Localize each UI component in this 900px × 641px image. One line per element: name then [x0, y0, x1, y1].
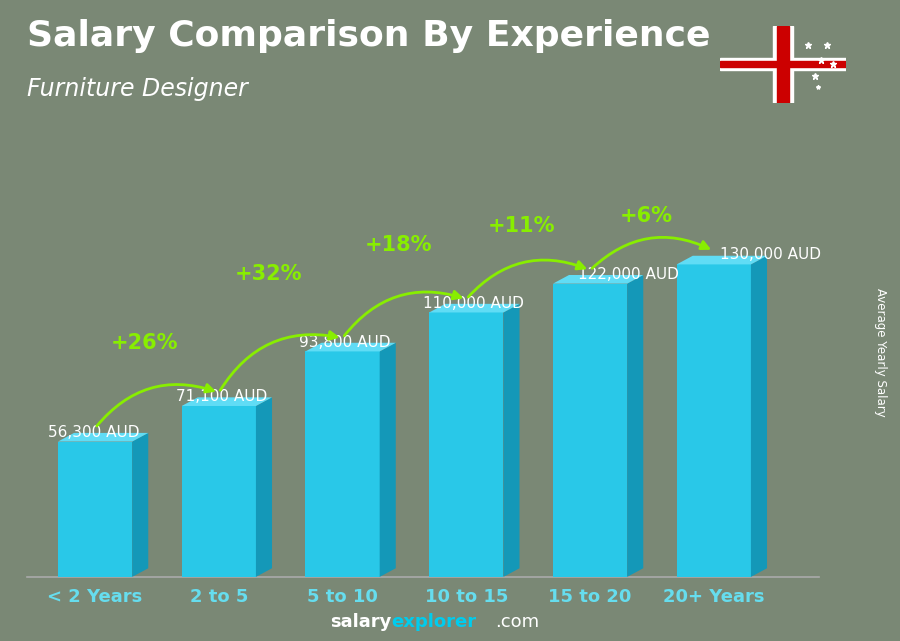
Text: 56,300 AUD: 56,300 AUD: [48, 424, 140, 440]
Text: 93,800 AUD: 93,800 AUD: [299, 335, 391, 349]
Polygon shape: [751, 256, 767, 577]
Polygon shape: [256, 397, 272, 577]
Polygon shape: [182, 397, 272, 406]
Text: salary: salary: [330, 613, 392, 631]
Text: 110,000 AUD: 110,000 AUD: [423, 296, 524, 310]
Polygon shape: [553, 283, 627, 577]
Bar: [773, 26, 793, 103]
Text: +11%: +11%: [488, 215, 556, 235]
Text: .com: .com: [495, 613, 539, 631]
Text: Average Yearly Salary: Average Yearly Salary: [874, 288, 886, 417]
Polygon shape: [429, 312, 503, 577]
Polygon shape: [380, 343, 396, 577]
Polygon shape: [58, 442, 132, 577]
Bar: [720, 58, 846, 71]
Text: 130,000 AUD: 130,000 AUD: [720, 247, 821, 263]
Text: 71,100 AUD: 71,100 AUD: [176, 389, 266, 404]
Polygon shape: [553, 275, 644, 283]
Polygon shape: [305, 351, 380, 577]
Text: +26%: +26%: [111, 333, 178, 353]
Polygon shape: [503, 304, 519, 577]
Text: +18%: +18%: [364, 235, 432, 254]
Text: Salary Comparison By Experience: Salary Comparison By Experience: [27, 19, 710, 53]
Polygon shape: [677, 256, 767, 264]
Text: Furniture Designer: Furniture Designer: [27, 77, 248, 101]
Text: +6%: +6%: [619, 206, 672, 226]
Polygon shape: [182, 406, 256, 577]
Polygon shape: [429, 304, 519, 312]
Bar: [777, 26, 789, 103]
Text: 122,000 AUD: 122,000 AUD: [578, 267, 679, 282]
Polygon shape: [305, 343, 396, 351]
Bar: [720, 61, 846, 67]
Text: explorer: explorer: [392, 613, 477, 631]
Polygon shape: [627, 275, 644, 577]
Polygon shape: [58, 433, 148, 442]
Polygon shape: [677, 264, 751, 577]
Polygon shape: [132, 433, 148, 577]
Text: +32%: +32%: [235, 264, 302, 284]
